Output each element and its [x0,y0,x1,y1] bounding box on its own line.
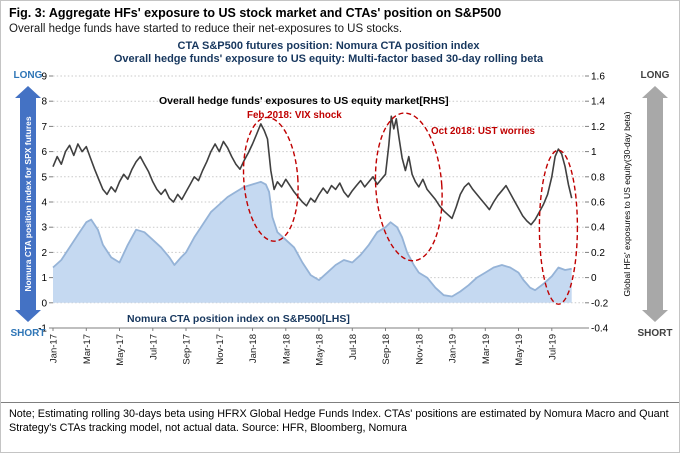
x-tick-label: Nov-18 [414,334,425,365]
x-tick-label: Jul-17 [148,334,159,360]
x-tick-label: Mar-17 [82,334,93,364]
x-tick-label: Jan-17 [49,334,60,363]
right-long-label: LONG [641,70,670,81]
x-tick-label: Sep-18 [381,334,392,365]
left-long-label: LONG [14,70,43,81]
right-tick-label: 1.2 [591,122,605,133]
cta-area-series [53,181,572,303]
series-layer [52,115,573,303]
right-tick-label: -0.2 [591,298,609,309]
left-tick-label: 6 [41,147,47,158]
x-tick-label: Jan-19 [448,334,459,363]
source-note: Note; Estimating rolling 30-days beta us… [1,402,679,436]
vix-shock-annotation: Feb 2018: VIX shock [247,110,342,121]
right-tick-label: 0.6 [591,198,605,209]
left-tick-label: 8 [41,97,47,108]
figure-title: Fig. 3: Aggregate HFs' exposure to US st… [9,6,502,20]
annotation-layer: Overall hedge funds' exposures to US equ… [127,95,536,325]
x-tick-label: Sep-17 [182,334,193,365]
right-tick-label: 1.4 [591,97,605,108]
chart-header-line1: CTA S&P500 futures position: Nomura CTA … [177,40,480,52]
left-axis-arrow-icon [15,86,41,322]
x-tick-label: Jan-18 [248,334,259,363]
x-tick-label: May-17 [115,334,126,366]
right-tick-label: 0 [591,273,597,284]
figure-subtitle: Overall hedge funds have started to redu… [9,23,403,35]
x-tick-label: May-18 [315,334,326,366]
highlight-ellipse-oct-2018-ust-worries [374,112,443,262]
right-tick-label: 1.6 [591,72,605,83]
right-tick-label: -0.4 [591,324,609,335]
x-tick-label: Jul-19 [547,334,558,360]
right-short-label: SHORT [638,328,673,339]
x-tick-label: Mar-18 [281,334,292,364]
left-tick-label: 5 [41,172,47,183]
x-tick-label: Jul-18 [348,334,359,360]
left-tick-label: 4 [41,198,47,209]
axis-arrows-layer: Nomura CTA position index for SPX future… [11,70,673,339]
cta-series-annotation: Nomura CTA position index on S&P500[LHS] [127,313,350,325]
right-tick-label: 0.8 [591,172,605,183]
highlight-ellipse-jul-2019-highlight [538,149,579,305]
right-axis-arrow-icon [642,86,668,322]
left-tick-label: 0 [41,298,47,309]
axes-layer: 9 8 7 6 5 4 3 2 1 0 -1 1.6 1.4 1.2 1 0.8 0.6 0.4 0.2 0 -0.2 -… [38,72,609,366]
chart-svg: Overall hedge funds' exposures to US equ… [11,70,673,366]
right-tick-label: 0.4 [591,223,605,234]
x-tick-label: Mar-19 [481,334,492,364]
x-tick-label: May-19 [514,334,525,366]
left-axis-label: Nomura CTA position index for SPX future… [23,116,33,291]
right-tick-label: 0.2 [591,248,605,259]
chart-header-line2: Overall hedge funds' exposure to US equi… [113,53,544,65]
left-tick-label: 7 [41,122,47,133]
highlight-layer [242,112,579,305]
ust-worries-annotation: Oct 2018: UST worries [431,126,536,137]
left-tick-label: 3 [41,223,47,234]
left-tick-label: 1 [41,273,47,284]
left-tick-label: 2 [41,248,47,259]
left-tick-label: -1 [38,324,47,335]
x-tick-label: Nov-17 [215,334,226,365]
hf-series-annotation: Overall hedge funds' exposures to US equ… [159,95,449,107]
left-tick-label: 9 [41,72,47,83]
right-axis-label: Global HFs' exposures to US equity(30-da… [622,111,632,296]
left-short-label: SHORT [11,328,46,339]
cta-line-series [52,180,572,298]
right-tick-label: 1 [591,147,597,158]
highlight-ellipse-feb-2018-vix-shock [242,116,299,242]
hf-beta-line-series [52,115,573,226]
